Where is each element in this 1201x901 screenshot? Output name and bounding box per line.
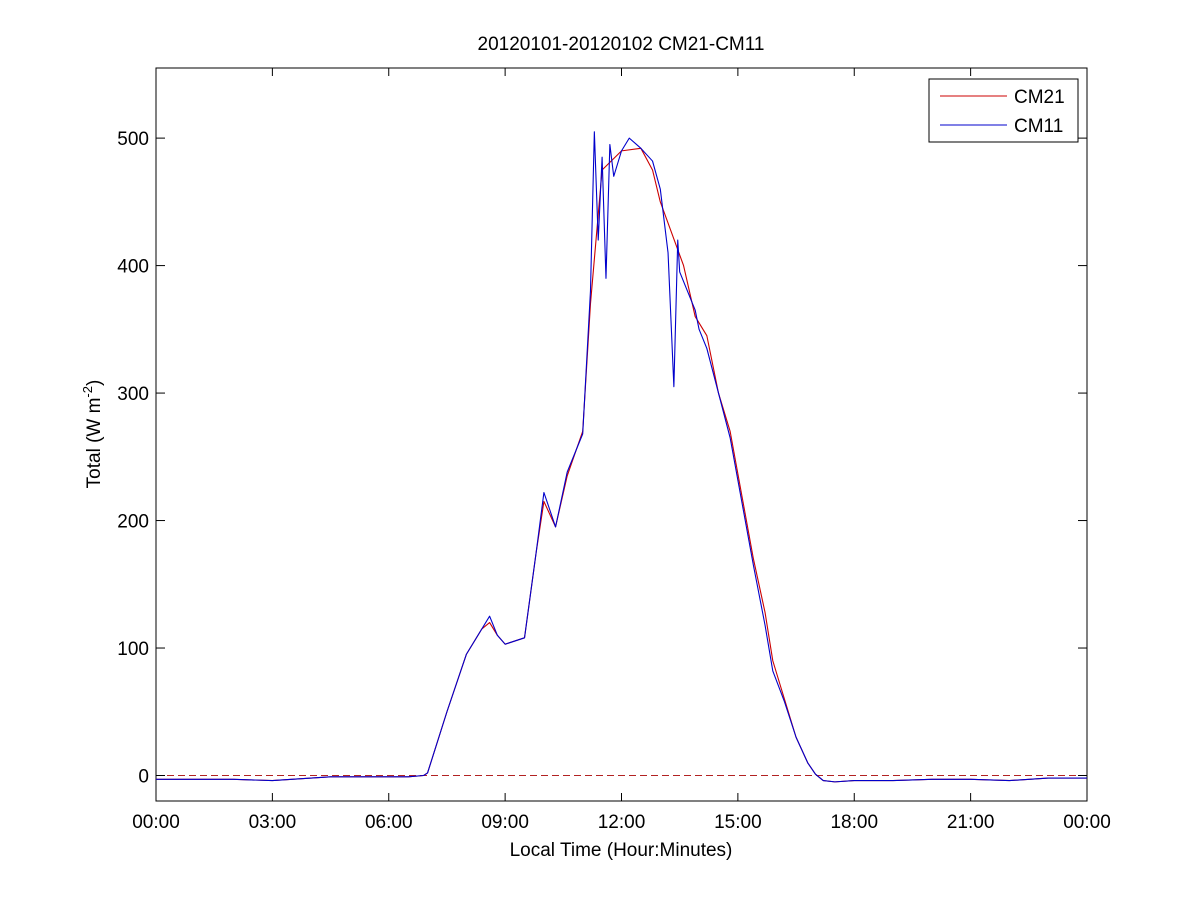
y-axis-label-suffix: )	[84, 380, 105, 386]
y-tick-label: 500	[117, 129, 149, 150]
y-tick-label: 300	[117, 384, 149, 405]
series-lines	[156, 131, 1087, 783]
x-tick-label: 21:00	[947, 812, 995, 833]
x-axis-label: Local Time (Hour:Minutes)	[510, 840, 733, 861]
y-tick-label: 0	[138, 767, 149, 788]
x-axis-ticks: 00:00 03:00 06:00 09:00 12:00 15:00 18:00 21:00…	[132, 68, 1111, 833]
y-axis-ticks: 0 100 200 300 400 500	[117, 129, 1087, 788]
legend-label-cm21: CM21	[1014, 87, 1065, 108]
x-tick-label: 12:00	[598, 812, 646, 833]
x-tick-label: 03:00	[249, 812, 297, 833]
x-tick-label: 09:00	[481, 812, 529, 833]
chart-title: 20120101-20120102 CM21-CM11	[478, 34, 765, 55]
x-tick-label: 15:00	[714, 812, 762, 833]
series-line-cm11	[156, 131, 1087, 783]
plot-area: 00:00 03:00 06:00 09:00 12:00 15:00 18:00 21:00…	[117, 67, 1111, 833]
y-tick-label: 100	[117, 639, 149, 660]
y-axis-label: Total (W m-2)	[80, 380, 105, 489]
plot-frame	[155, 67, 1088, 802]
y-tick-label: 200	[117, 512, 149, 533]
legend-label-cm11: CM11	[1014, 116, 1063, 137]
x-tick-label: 00:00	[1063, 812, 1111, 833]
x-tick-label: 18:00	[830, 812, 878, 833]
y-axis-label-prefix: Total (W m	[84, 398, 105, 489]
legend: CM21 CM11	[928, 78, 1079, 143]
x-tick-label: 00:00	[132, 812, 180, 833]
y-tick-label: 400	[117, 257, 149, 278]
x-tick-label: 06:00	[365, 812, 413, 833]
legend-box	[928, 78, 1079, 143]
y-axis-label-superscript: -2	[80, 386, 95, 398]
